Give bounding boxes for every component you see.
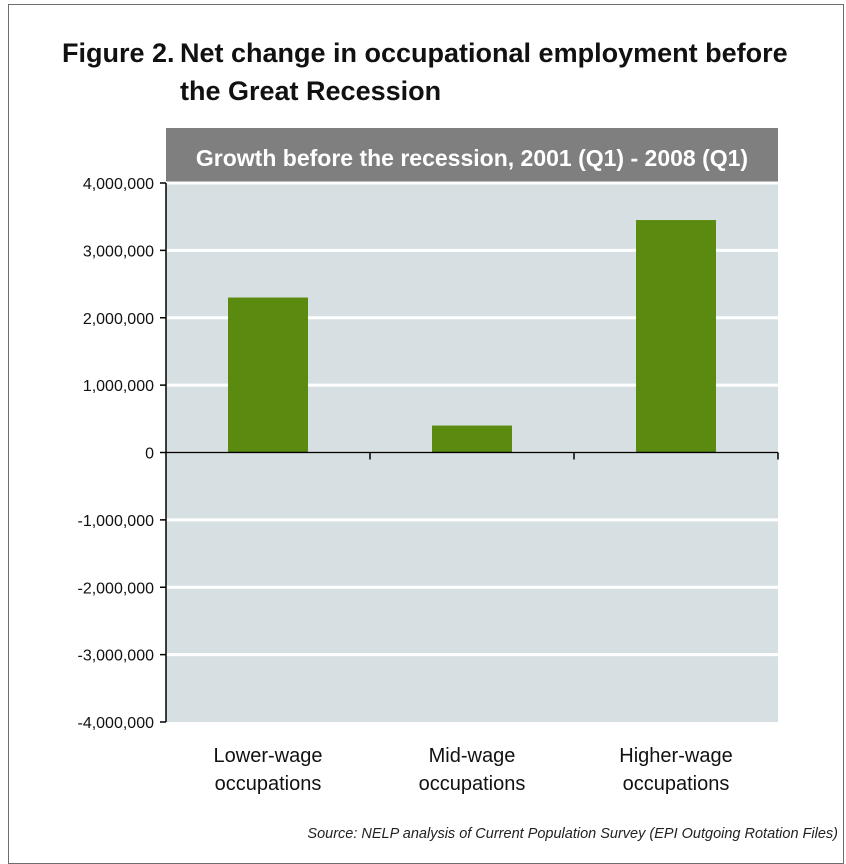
y-tick-label: 2,000,000 <box>83 311 154 328</box>
x-category-label: occupations <box>215 773 322 795</box>
figure-label: Figure 2. <box>62 38 175 68</box>
y-tick-label: -4,000,000 <box>77 715 154 732</box>
bar <box>432 425 512 453</box>
x-category-label: Mid-wage <box>429 745 516 767</box>
figure-title-line2: the Great Recession <box>180 76 442 106</box>
bar <box>228 297 308 453</box>
source-note: Source: NELP analysis of Current Populat… <box>307 826 838 842</box>
y-tick-label: 0 <box>145 446 154 463</box>
x-category-label: occupations <box>419 773 526 795</box>
y-tick-label: -3,000,000 <box>77 648 154 665</box>
figure-title: Figure 2. Net change in occupational empl… <box>62 34 822 110</box>
y-tick-label: -2,000,000 <box>77 580 154 597</box>
figure-title-line1: Net change in occupational employment be… <box>180 38 788 68</box>
x-category-label: Higher-wage <box>619 745 732 767</box>
y-tick-label: 4,000,000 <box>83 176 154 193</box>
chart-title: Growth before the recession, 2001 (Q1) -… <box>196 145 748 171</box>
bar <box>636 220 716 453</box>
x-category-label: occupations <box>623 773 730 795</box>
y-tick-label: 3,000,000 <box>83 243 154 260</box>
y-tick-label: -1,000,000 <box>77 513 154 530</box>
x-category-label: Lower-wage <box>214 745 323 767</box>
y-tick-label: 1,000,000 <box>83 378 154 395</box>
chart-header-band <box>166 128 778 183</box>
